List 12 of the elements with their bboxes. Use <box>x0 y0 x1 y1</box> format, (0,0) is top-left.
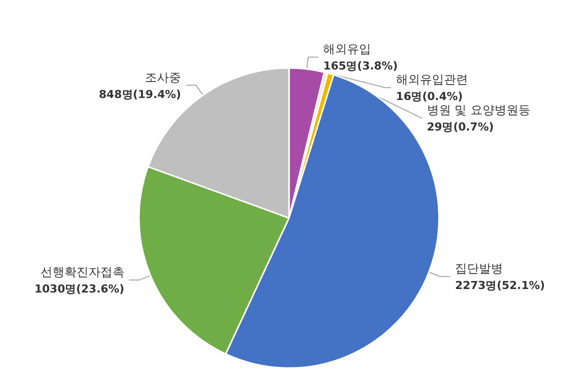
data-label: 16명(0.4%) <box>396 90 463 104</box>
data-label: 848명(19.4%) <box>98 88 182 101</box>
data-label: 29명(0.7%) <box>426 120 494 134</box>
slice-label: 해외유입 <box>323 42 372 56</box>
slice-label: 선행확진자접촉 <box>40 265 124 280</box>
slice-label: 집단발병 <box>455 261 504 276</box>
data-label: 165명(3.8%) <box>323 60 398 73</box>
slice-label: 병원 및 요양병원등 <box>426 103 531 118</box>
slice-label: 해외유입관련 <box>396 72 468 87</box>
slice-label: 조사중 <box>145 70 182 84</box>
data-label: 2273명(52.1%) <box>455 278 545 292</box>
data-label: 1030명(23.6%) <box>34 282 124 296</box>
